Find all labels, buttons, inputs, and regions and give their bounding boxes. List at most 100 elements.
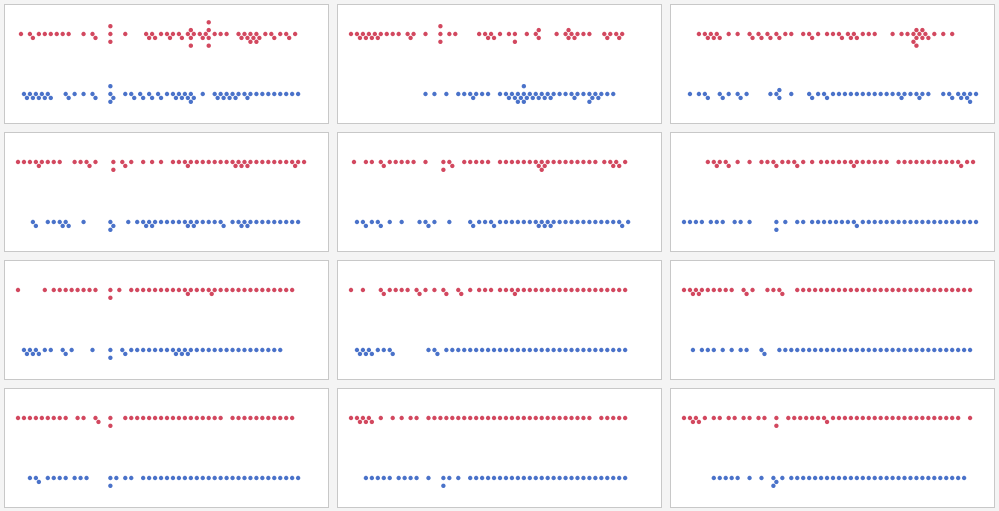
dot — [221, 95, 226, 101]
dot — [878, 475, 883, 481]
dot — [108, 31, 113, 37]
dot — [866, 475, 871, 481]
dot — [872, 219, 877, 225]
dot — [771, 159, 776, 165]
dot — [381, 163, 386, 169]
dot — [176, 475, 182, 481]
dot — [762, 415, 767, 421]
dot — [896, 347, 901, 353]
dot — [545, 159, 550, 165]
dot — [515, 219, 521, 225]
dot — [521, 347, 527, 353]
dot — [711, 475, 716, 481]
dot — [836, 91, 842, 97]
dot — [726, 163, 731, 169]
dot — [533, 31, 538, 37]
dot — [926, 159, 931, 165]
dot — [405, 287, 410, 293]
dot — [462, 347, 467, 353]
dot — [605, 219, 610, 225]
dot — [363, 159, 369, 165]
dot — [717, 35, 722, 41]
dot — [236, 91, 241, 97]
dot — [696, 31, 702, 37]
dot — [723, 287, 728, 293]
dot — [961, 475, 967, 481]
dot — [735, 91, 740, 97]
dot — [599, 475, 604, 481]
dot — [854, 35, 860, 41]
dot — [681, 219, 687, 225]
dot — [890, 287, 895, 293]
dot — [878, 415, 883, 421]
dot — [188, 91, 194, 97]
dot — [33, 415, 39, 421]
dot — [809, 95, 815, 101]
dot — [295, 159, 301, 165]
dot — [539, 347, 544, 353]
dot — [593, 347, 598, 353]
dot — [575, 219, 580, 225]
dot — [744, 291, 749, 297]
dot — [200, 159, 205, 165]
dot — [295, 91, 301, 97]
dot — [923, 31, 928, 37]
dot — [617, 219, 622, 225]
dot — [551, 159, 556, 165]
dot — [39, 159, 45, 165]
dot — [605, 35, 610, 41]
dot — [911, 39, 916, 44]
dot — [129, 347, 134, 353]
dot — [218, 31, 223, 37]
dot — [914, 159, 919, 165]
dot — [438, 415, 443, 421]
dot — [39, 415, 45, 421]
dot — [765, 159, 770, 165]
dot — [272, 287, 277, 293]
panel-frame — [337, 388, 662, 508]
dot — [108, 91, 113, 97]
dot — [777, 87, 782, 93]
dot — [950, 159, 955, 165]
dot — [795, 475, 800, 481]
dot — [140, 415, 146, 421]
dot — [914, 475, 919, 481]
dot — [938, 219, 943, 225]
dot — [860, 219, 865, 225]
dot — [750, 287, 755, 293]
dot — [967, 287, 973, 293]
dot — [944, 475, 949, 481]
dot — [533, 287, 538, 293]
dot — [622, 347, 628, 353]
dot — [57, 287, 62, 293]
dot — [93, 95, 98, 101]
dot — [476, 287, 482, 293]
dot — [482, 219, 488, 225]
dot — [242, 159, 247, 165]
dot — [932, 287, 937, 293]
dot — [381, 291, 386, 297]
dot — [408, 35, 413, 41]
dot — [81, 31, 86, 37]
dot — [848, 91, 854, 97]
dot — [292, 163, 298, 169]
dot — [63, 351, 68, 357]
dot — [257, 35, 262, 41]
dot — [503, 219, 509, 225]
dot — [789, 31, 794, 37]
dot — [521, 99, 527, 105]
dot — [390, 351, 395, 357]
dot — [738, 219, 743, 225]
dot — [269, 31, 274, 37]
dot — [696, 91, 702, 97]
dot — [914, 347, 919, 353]
dot — [827, 219, 833, 225]
dot — [459, 291, 464, 297]
dot — [622, 287, 628, 293]
dot — [81, 219, 86, 225]
dot — [393, 287, 398, 293]
dot — [48, 347, 53, 353]
dot — [360, 415, 366, 421]
dot — [468, 347, 473, 353]
dot — [726, 415, 731, 421]
